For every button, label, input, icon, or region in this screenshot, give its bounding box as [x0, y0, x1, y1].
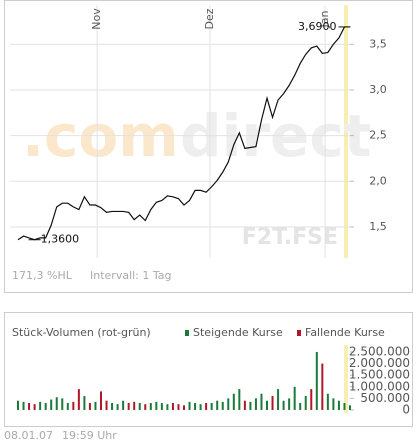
volume-bar [133, 401, 136, 410]
y-tick-label: 2,0 [369, 174, 387, 187]
volume-bar [210, 403, 213, 410]
footer: 171,3 %HL [12, 269, 73, 282]
y-tick-label: 3,5 [369, 37, 387, 50]
volume-bar [243, 400, 246, 410]
y-tick-label: 1,5 [369, 220, 387, 233]
volume-bar [39, 401, 42, 410]
volume-bar [100, 391, 102, 410]
volume-bar [310, 389, 313, 410]
volume-bar [343, 403, 346, 410]
volume-bar [205, 403, 208, 410]
volume-bar [160, 403, 163, 410]
volume-bar [188, 401, 191, 410]
volume-bar [293, 386, 296, 410]
footer: 19:59 Uhr [62, 429, 117, 442]
volume-bar [315, 351, 318, 410]
volume-bar [17, 400, 19, 410]
volume-bar [288, 398, 291, 410]
x-tick-label: Nov [90, 8, 103, 30]
volume-title: Stück-Volumen (rot-grün) [12, 326, 151, 339]
symbol: F2T.FSE [242, 225, 338, 250]
volume-bar [271, 396, 274, 410]
volume-bar [105, 400, 108, 410]
x-tick-label: Jan [318, 10, 331, 28]
legend-swatch [185, 330, 189, 336]
volume-bar [260, 393, 263, 410]
footer: 08.01.07 [4, 429, 53, 442]
annotation: 1,3600 [41, 233, 80, 246]
volume-bar [50, 399, 53, 410]
y-tick-label: 1.000.000 [349, 379, 410, 393]
volume-bar [111, 403, 114, 410]
volume-bar [321, 363, 324, 410]
annotation: 3,6900 [298, 20, 337, 33]
volume-bar [83, 396, 86, 410]
y-tick-label: 2.000.000 [349, 356, 410, 370]
volume-bar [266, 400, 268, 410]
y-tick-label: 3,0 [369, 83, 387, 96]
volume-bar [144, 404, 147, 410]
volume-bar [332, 398, 335, 410]
legend-swatch [297, 330, 301, 336]
volume-bar [221, 401, 224, 410]
y-tick-label: 1.500.000 [349, 368, 410, 382]
volume-bar [33, 404, 36, 410]
volume-bar [88, 403, 91, 410]
volume-bar [22, 401, 25, 410]
volume-bar [282, 400, 285, 410]
volume-bar [299, 403, 302, 410]
volume-bar [94, 401, 97, 410]
price-line [17, 26, 350, 241]
legend-label: Fallende Kurse [305, 326, 385, 339]
volume-bar [77, 389, 80, 410]
footer: Intervall: 1 Tag [90, 269, 172, 282]
volume-bar [183, 405, 185, 410]
volume-bar [138, 403, 141, 410]
volume-bar [227, 398, 230, 410]
volume-bar [194, 403, 197, 410]
volume-bar [116, 404, 119, 410]
volume-bar [127, 403, 130, 410]
y-tick-label: 0 [402, 402, 410, 416]
x-tick-label: Dez [203, 8, 216, 29]
y-tick-label: 2.500.000 [349, 344, 410, 358]
volume-bar [277, 389, 280, 410]
volume-bar [72, 401, 75, 410]
y-tick-label: 500.000 [360, 391, 410, 405]
volume-bar [28, 403, 31, 410]
volume-bar [55, 397, 58, 410]
volume-bar [326, 393, 329, 410]
volume-bar [249, 401, 252, 410]
volume-bar [61, 398, 64, 410]
volume-bar [199, 404, 202, 410]
volume-bar [171, 403, 174, 410]
volume-bar [254, 398, 257, 410]
volume-bar [337, 400, 340, 410]
volume-bar [216, 400, 219, 410]
volume-bar [238, 389, 241, 410]
y-tick-label: 2,5 [369, 129, 387, 142]
volume-bar [304, 396, 307, 410]
volume-bar [177, 404, 180, 410]
volume-bar [232, 393, 235, 410]
today-marker [344, 345, 348, 413]
volume-bar [349, 405, 351, 410]
volume-bar [66, 403, 69, 410]
volume-bar [149, 403, 152, 410]
legend-label: Steigende Kurse [193, 326, 283, 339]
volume-bar [155, 401, 158, 410]
volume-bar [166, 404, 169, 410]
volume-bar [44, 403, 47, 410]
today-marker [344, 5, 348, 258]
volume-bar [122, 400, 125, 410]
